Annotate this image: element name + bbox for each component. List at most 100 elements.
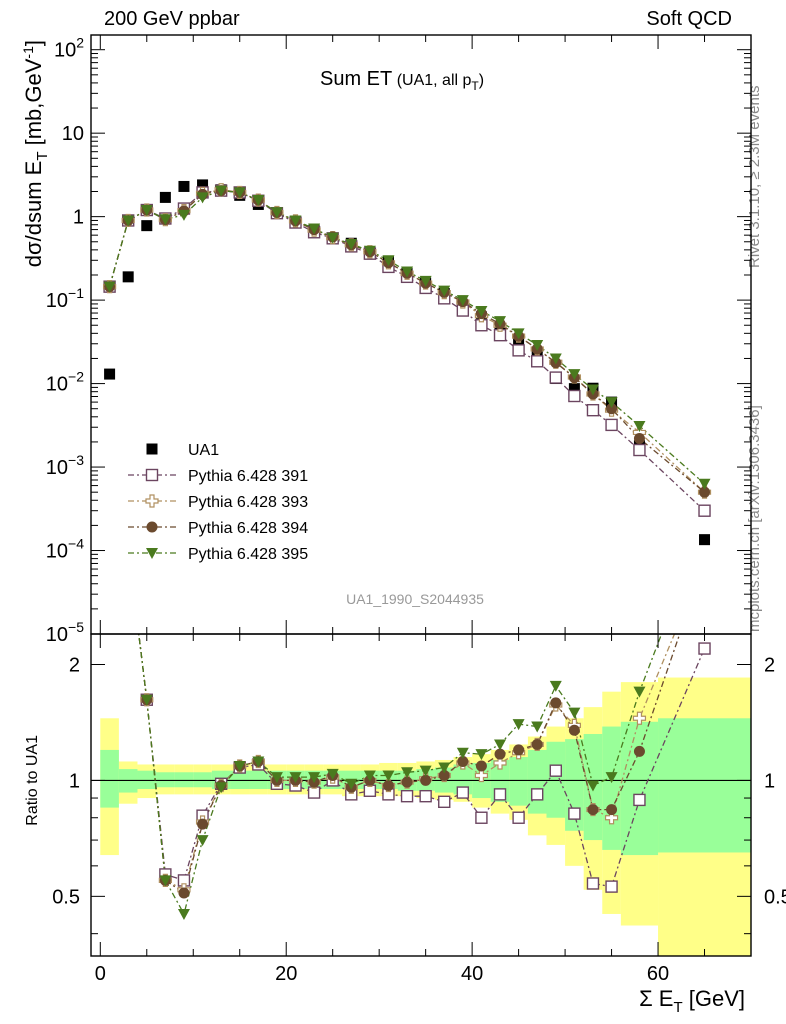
data-point-s4	[512, 328, 525, 340]
data-point-s1	[530, 355, 544, 368]
data-point-s3	[699, 486, 711, 498]
y-axis-label: dσ/dsum ET [mb,GeV-1]	[20, 40, 51, 267]
stat-band-bin	[174, 772, 194, 788]
y-tick-label: 10−2	[46, 369, 84, 396]
ratio-line-3	[146, 634, 663, 916]
ratio-point-s2	[382, 780, 394, 792]
ratio-point-s2	[550, 697, 562, 709]
legend-marker	[146, 443, 158, 455]
ratio-point-s2	[420, 774, 432, 786]
data-point-s4	[401, 266, 414, 278]
legend-marker	[145, 468, 159, 482]
data-point-s0	[141, 220, 153, 232]
x-tick-label: 0	[95, 963, 106, 985]
stat-band-bin	[156, 772, 175, 788]
data-point-s0	[122, 271, 134, 283]
ratio-point-s0	[307, 786, 321, 799]
x-axis-label: Σ ET [GeV]	[639, 986, 745, 1016]
ratio-y-tick-label-left: 0.5	[52, 886, 80, 908]
legend: UA1 Pythia 6.428 391 Pythia 6.428 393 Pythi…	[128, 442, 308, 563]
data-point-s4	[252, 195, 265, 207]
ratio-point-s2	[633, 745, 645, 757]
y-tick-label: 10−5	[46, 619, 84, 646]
ratio-point-s0	[419, 789, 432, 803]
ratio-point-s2	[401, 776, 413, 788]
data-point-s1	[633, 443, 646, 457]
ratio-plot-frame	[90, 633, 752, 957]
y-tick-label: 102	[54, 35, 84, 62]
ratio-point-s1	[604, 811, 619, 825]
header-right-label: Soft QCD	[646, 8, 732, 30]
ratio-point-s1	[474, 768, 489, 783]
data-point-s1	[698, 504, 711, 517]
data-point-s0	[178, 180, 190, 192]
data-point-s1	[586, 403, 600, 417]
main-plot-frame	[90, 34, 752, 635]
analysis-id-label: UA1_1990_S2044935	[346, 591, 484, 607]
ratio-point-s3	[159, 875, 172, 887]
ratio-point-s3	[177, 908, 190, 920]
ratio-y-tick-label-left: 1	[69, 770, 80, 792]
ratio-point-s0	[605, 880, 618, 893]
axes	[90, 34, 752, 957]
data-point-s4	[586, 384, 599, 396]
data-point-s0	[159, 191, 171, 203]
legend-label: UA1	[188, 442, 219, 459]
ratio-point-s0	[456, 786, 470, 799]
ratio-point-s0	[568, 807, 581, 820]
legend-label: Pythia 6.428 391	[188, 468, 308, 485]
ratio-y-tick-label-right: 0.5	[764, 886, 786, 908]
ratio-point-s3	[270, 772, 283, 784]
data-point-s4	[456, 295, 469, 307]
ratio-point-s1	[632, 711, 647, 725]
data-point-s4	[140, 205, 153, 217]
data-point-s1	[549, 371, 562, 384]
data-point-s0	[568, 383, 580, 395]
stat-band-bin	[620, 721, 659, 856]
ratio-point-s3	[401, 767, 414, 779]
y-tick-label: 10−4	[46, 536, 84, 563]
ratio-point-s3	[438, 762, 451, 774]
ratio-point-s0	[633, 793, 646, 807]
legend-marker	[146, 521, 158, 533]
legend-marker	[145, 494, 159, 508]
data-point-s4	[438, 285, 451, 297]
data-point-s4	[549, 353, 562, 365]
data-point-s4	[345, 239, 358, 251]
data-point-s4	[419, 275, 432, 287]
data-point-s0	[699, 534, 711, 546]
stat-band-bin	[509, 757, 528, 806]
y-tick-label: 1	[73, 207, 84, 229]
data-point-s4	[531, 339, 544, 351]
ratio-point-s3	[633, 686, 646, 698]
data-point-s4	[698, 478, 711, 490]
ratio-y-tick-label-left: 2	[69, 654, 80, 676]
ratio-point-s2	[197, 818, 209, 830]
ratio-point-s3	[549, 680, 562, 692]
data-point-s4	[122, 215, 135, 227]
data-point-s4	[215, 185, 228, 197]
data-point-s4	[326, 232, 339, 244]
ratio-point-s0	[493, 788, 507, 801]
ratio-uncertainty-bands	[91, 677, 751, 956]
data-point-s0	[197, 179, 209, 191]
axis-labels: 10210110−110−210−310−410−50.50.511220204…	[20, 35, 786, 1016]
data-point-s4	[159, 214, 172, 226]
ratio-point-s0	[549, 764, 562, 777]
ratio-point-s3	[531, 721, 544, 733]
y-tick-label: 10	[62, 123, 84, 145]
data-point-s4	[382, 255, 395, 267]
ratio-point-s0	[475, 811, 488, 824]
ratio-point-s3	[605, 772, 618, 784]
data-point-s3	[633, 432, 645, 444]
y-tick-label: 10−3	[46, 452, 84, 479]
data-point-s1	[605, 418, 618, 432]
x-tick-label: 60	[647, 963, 669, 985]
ratio-y-tick-label-right: 1	[764, 770, 775, 792]
stat-band-bin	[100, 749, 119, 808]
data-point-s4	[494, 316, 507, 328]
main-series-markers	[102, 179, 712, 546]
stat-band-bin	[527, 749, 547, 814]
data-point-s4	[475, 306, 488, 318]
